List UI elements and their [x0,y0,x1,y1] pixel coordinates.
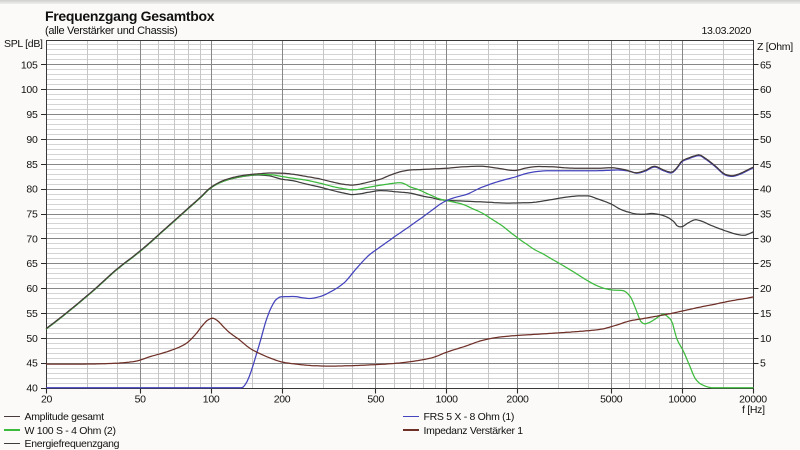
svg-text:95: 95 [26,109,38,121]
svg-text:60: 60 [26,283,38,295]
svg-text:55: 55 [760,109,772,121]
svg-text:60: 60 [760,84,772,96]
svg-text:15: 15 [760,308,772,320]
svg-text:10000: 10000 [668,394,696,406]
svg-text:40: 40 [760,184,772,196]
svg-text:f [Hz]: f [Hz] [742,404,765,416]
svg-text:65: 65 [26,258,38,270]
svg-text:25: 25 [760,258,772,270]
svg-text:50: 50 [135,394,147,406]
svg-text:85: 85 [26,159,38,171]
svg-text:55: 55 [26,308,38,320]
svg-text:5000: 5000 [600,394,623,406]
svg-text:65: 65 [760,59,772,71]
svg-text:1000: 1000 [436,394,459,406]
svg-text:80: 80 [26,184,38,196]
svg-text:35: 35 [760,209,772,221]
svg-text:105: 105 [21,59,38,71]
svg-text:20000: 20000 [739,394,767,406]
svg-text:30: 30 [760,233,772,245]
svg-text:2000: 2000 [506,394,529,406]
svg-text:70: 70 [26,233,38,245]
svg-text:50: 50 [760,134,772,146]
svg-text:20: 20 [760,283,772,295]
svg-text:40: 40 [26,383,38,395]
svg-text:500: 500 [367,394,384,406]
svg-text:10: 10 [760,333,772,345]
svg-text:75: 75 [26,209,38,221]
svg-text:45: 45 [760,159,772,171]
svg-text:200: 200 [274,394,291,406]
svg-text:100: 100 [21,84,38,96]
svg-text:45: 45 [26,358,38,370]
svg-text:5: 5 [760,358,766,370]
svg-text:100: 100 [203,394,220,406]
svg-text:50: 50 [26,333,38,345]
svg-text:90: 90 [26,134,38,146]
svg-text:20: 20 [41,394,53,406]
